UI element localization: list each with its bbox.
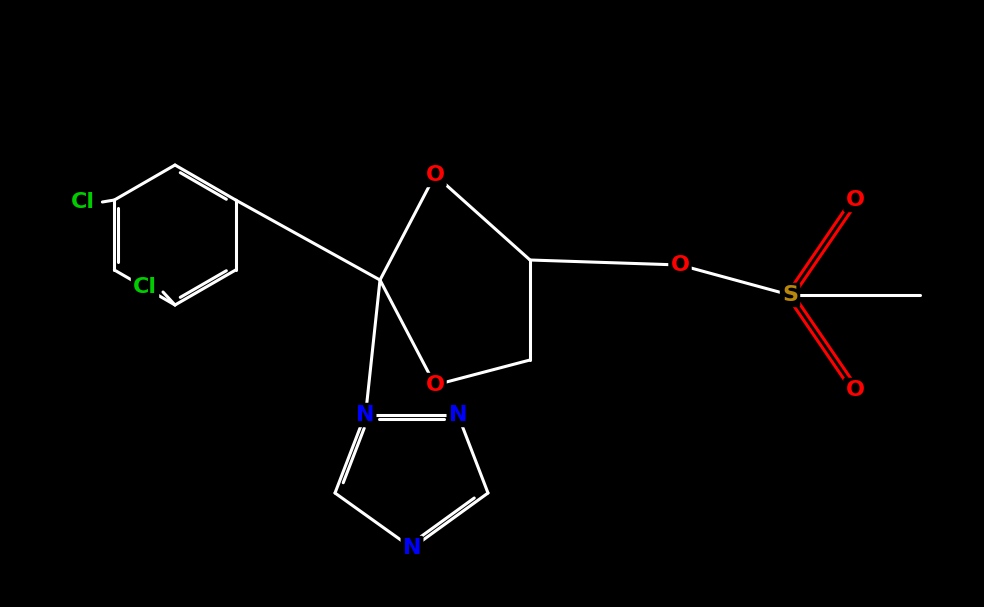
Text: Cl: Cl [71,192,94,212]
Text: Cl: Cl [133,277,157,297]
Text: N: N [356,405,374,425]
Text: N: N [402,538,421,558]
Text: S: S [782,285,798,305]
Text: O: O [670,255,690,275]
Text: O: O [425,165,445,185]
Text: O: O [845,190,865,210]
Text: N: N [449,405,467,425]
Text: O: O [425,375,445,395]
Text: O: O [845,380,865,400]
